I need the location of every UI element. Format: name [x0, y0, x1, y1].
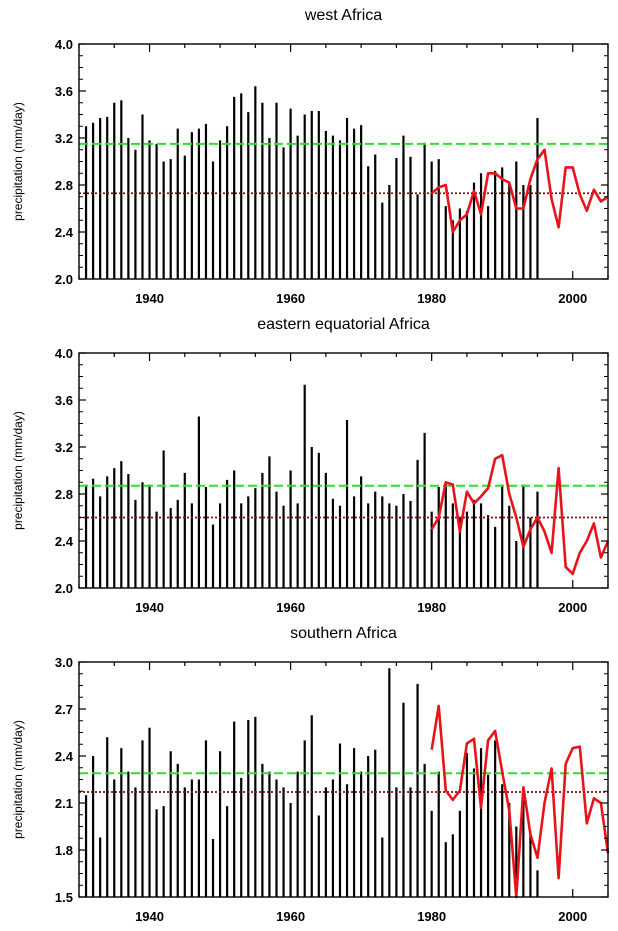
series-line: [430, 704, 610, 899]
panel-eastern-equatorial-africa: eastern equatorial Africa precipitation (…: [11, 316, 610, 615]
y-tick-label: 2.8: [55, 178, 73, 193]
x-tick-label: 1980: [417, 600, 446, 615]
x-tick-label: 1940: [135, 291, 164, 306]
y-tick-label: 3.6: [55, 84, 73, 99]
y-tick-label: 2.0: [55, 272, 73, 287]
x-tick-label: 1940: [135, 909, 164, 924]
plot-frame: [78, 661, 609, 898]
chart-title: west Africa: [304, 7, 382, 24]
y-tick-label: 2.4: [55, 749, 74, 764]
x-tick-label: 2000: [558, 600, 587, 615]
x-tick-label: 2000: [558, 291, 587, 306]
x-tick-label: 1980: [417, 291, 446, 306]
x-tick-label: 1960: [276, 600, 305, 615]
y-tick-label: 4.0: [55, 37, 73, 52]
panel-west-africa: west Africa precipitation (mm/day) 2.0 2.4 2…: [11, 7, 609, 306]
chart-title: eastern equatorial Africa: [257, 316, 430, 333]
x-tick-label: 2000: [558, 909, 587, 924]
x-tick-label: 1960: [276, 909, 305, 924]
y-tick-label: 2.0: [55, 581, 73, 596]
y-tick-label: 3.6: [55, 393, 73, 408]
y-axis-label: precipitation (mm/day): [11, 102, 25, 221]
y-tick-label: 3.2: [55, 131, 73, 146]
y-tick-label: 1.5: [55, 890, 73, 905]
x-tick-label: 1940: [135, 600, 164, 615]
y-tick-label: 2.4: [55, 534, 74, 549]
y-axis-label: precipitation (mm/day): [11, 720, 25, 839]
y-tick-label: 2.1: [55, 796, 73, 811]
y-tick-label: 2.7: [55, 702, 73, 717]
y-tick-label: 4.0: [55, 346, 73, 361]
series-line: [430, 453, 610, 576]
y-tick-label: 2.8: [55, 487, 73, 502]
series-line: [430, 148, 609, 234]
panel-southern-africa: southern Africa precipitation (mm/day) 1.5…: [11, 625, 610, 924]
plot-frame: [78, 352, 609, 589]
plot-frame: [78, 43, 609, 280]
x-tick-label: 1960: [276, 291, 305, 306]
y-tick-label: 1.8: [55, 843, 73, 858]
chart-title: southern Africa: [290, 625, 397, 642]
y-tick-label: 3.0: [55, 655, 73, 670]
y-axis-label: precipitation (mm/day): [11, 411, 25, 530]
y-tick-label: 3.2: [55, 440, 73, 455]
x-tick-label: 1980: [417, 909, 446, 924]
y-tick-label: 2.4: [55, 225, 74, 240]
